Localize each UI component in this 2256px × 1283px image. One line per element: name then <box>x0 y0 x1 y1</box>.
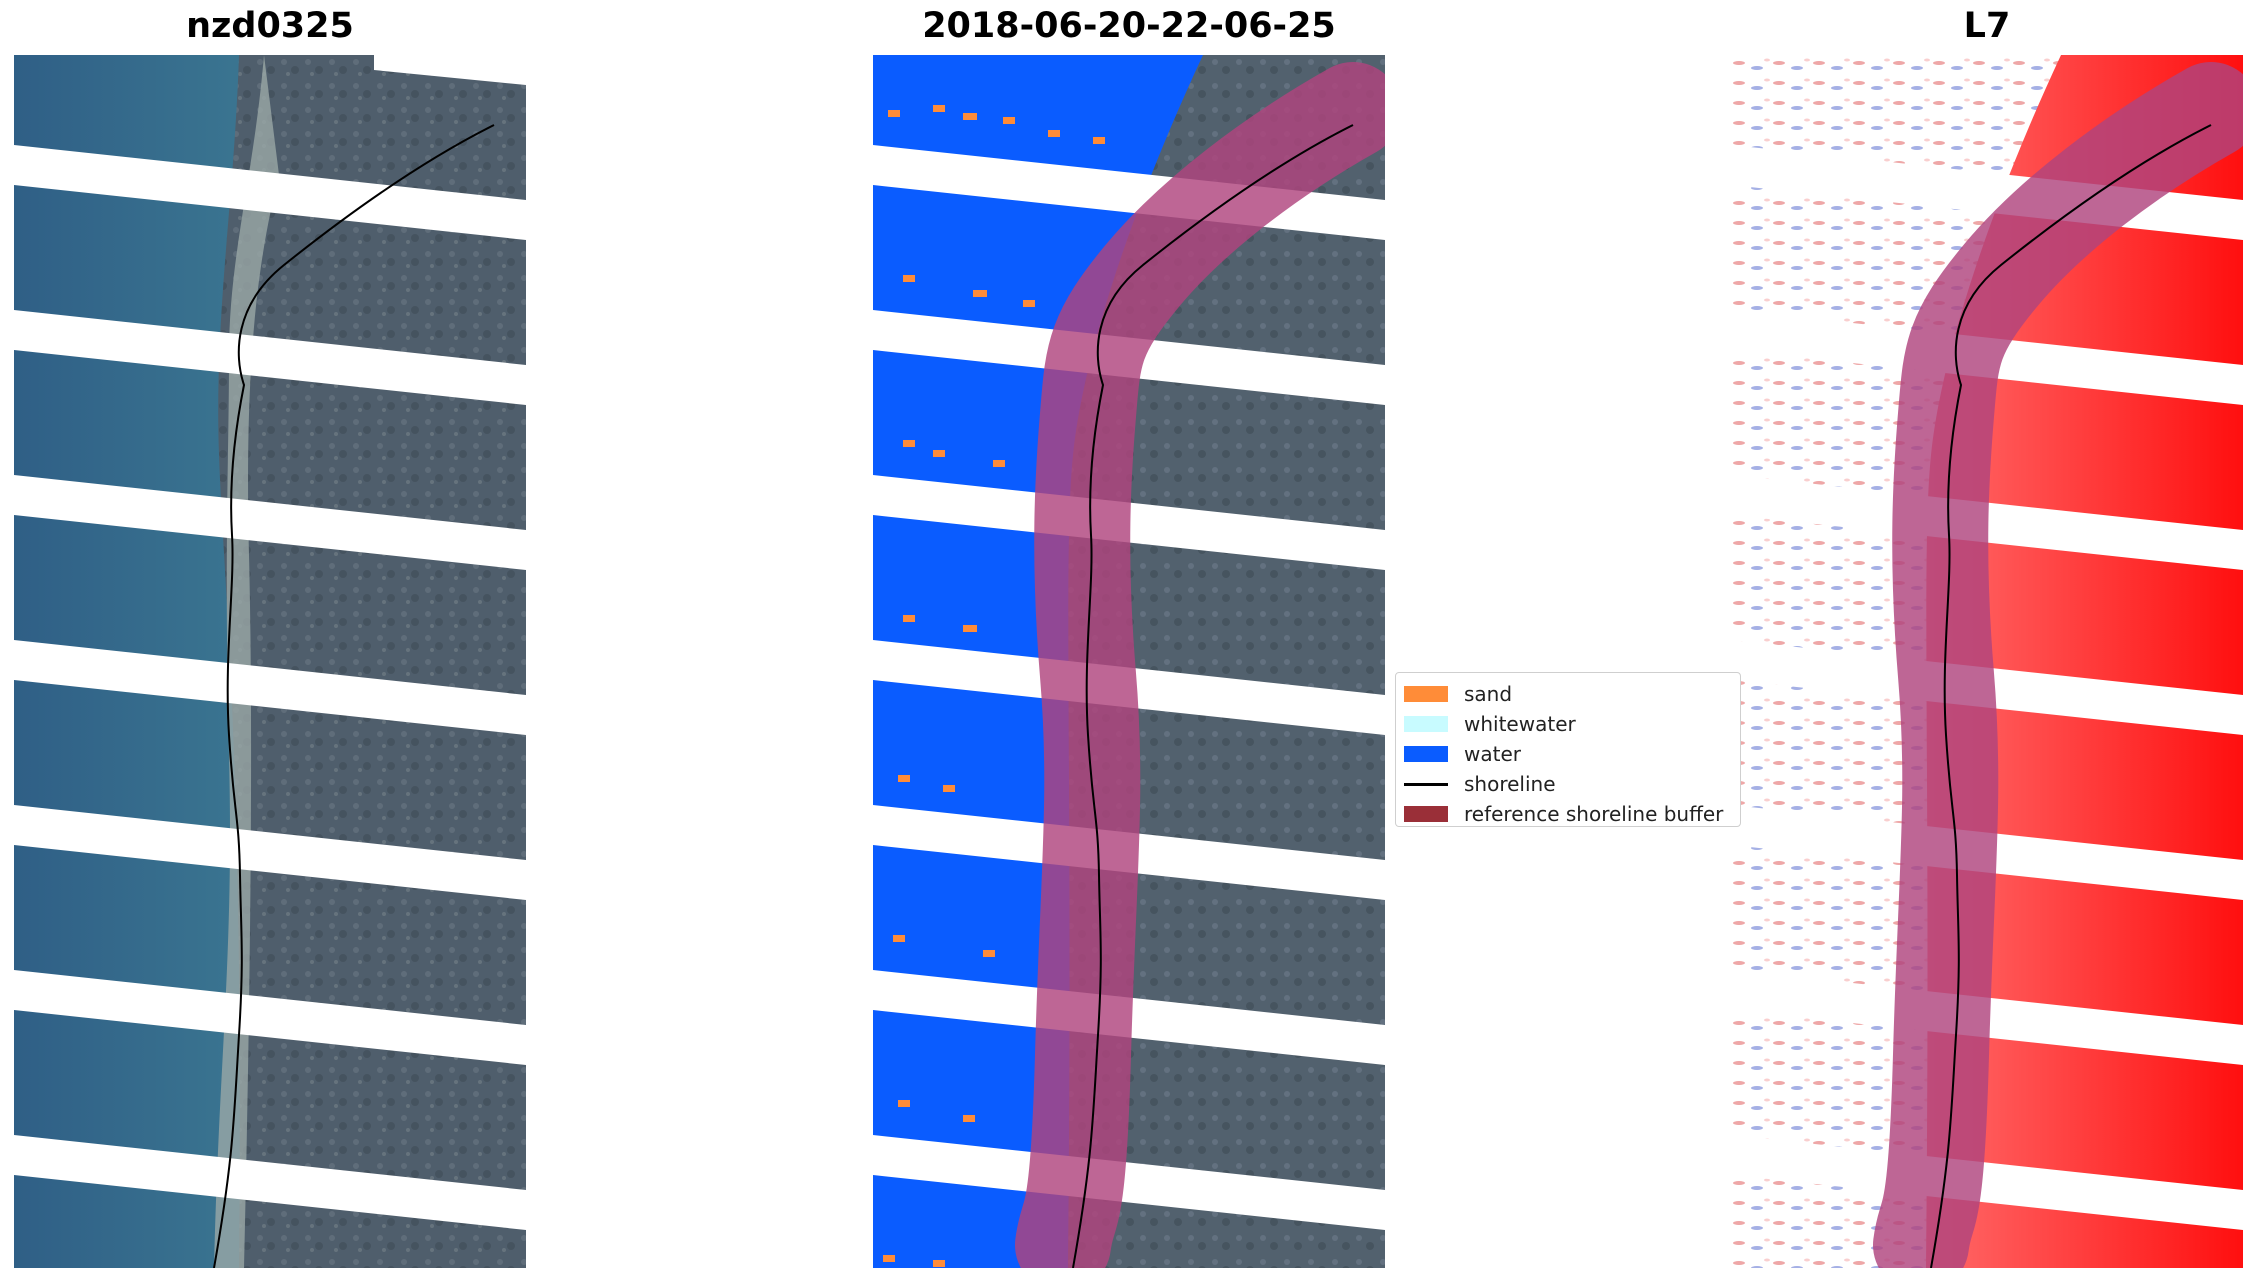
shoreline <box>1072 124 1354 1268</box>
classified-image-panel <box>873 55 1385 1268</box>
rgb-image-panel <box>14 55 526 1268</box>
legend: sand whitewater water shoreline referenc… <box>1395 672 1741 827</box>
legend-item-shoreline: shoreline <box>1404 769 1732 799</box>
legend-label-sand: sand <box>1464 682 1513 706</box>
shoreline <box>1930 124 2212 1268</box>
index-image-panel <box>1731 55 2243 1268</box>
legend-label-water: water <box>1464 742 1521 766</box>
rgb-image <box>14 55 526 1268</box>
legend-item-sand: sand <box>1404 679 1732 709</box>
legend-label-whitewater: whitewater <box>1464 712 1576 736</box>
reference-shoreline-buffer <box>1015 62 1385 1268</box>
legend-item-buffer: reference shoreline buffer <box>1404 799 1732 829</box>
legend-item-water: water <box>1404 739 1732 769</box>
classified-image <box>873 55 1385 1268</box>
index-image <box>1731 55 2243 1268</box>
whitewater-swatch <box>1404 716 1448 732</box>
no-data-stripes <box>14 55 526 1230</box>
shoreline-swatch <box>1404 782 1448 786</box>
shoreline <box>213 124 495 1268</box>
water-swatch <box>1404 746 1448 762</box>
reference-shoreline-buffer <box>1873 62 2243 1268</box>
panel-title-classified: 2018-06-20-22-06-25 <box>922 6 1336 46</box>
sand-swatch <box>1404 686 1448 702</box>
panel-title-index: L7 <box>1963 6 2011 46</box>
panel-title-rgb: nzd0325 <box>186 6 354 46</box>
buffer-swatch <box>1404 806 1448 822</box>
legend-label-buffer: reference shoreline buffer <box>1464 802 1724 826</box>
legend-label-shoreline: shoreline <box>1464 772 1556 796</box>
sand-pixels <box>883 105 1105 1267</box>
legend-item-whitewater: whitewater <box>1404 709 1732 739</box>
